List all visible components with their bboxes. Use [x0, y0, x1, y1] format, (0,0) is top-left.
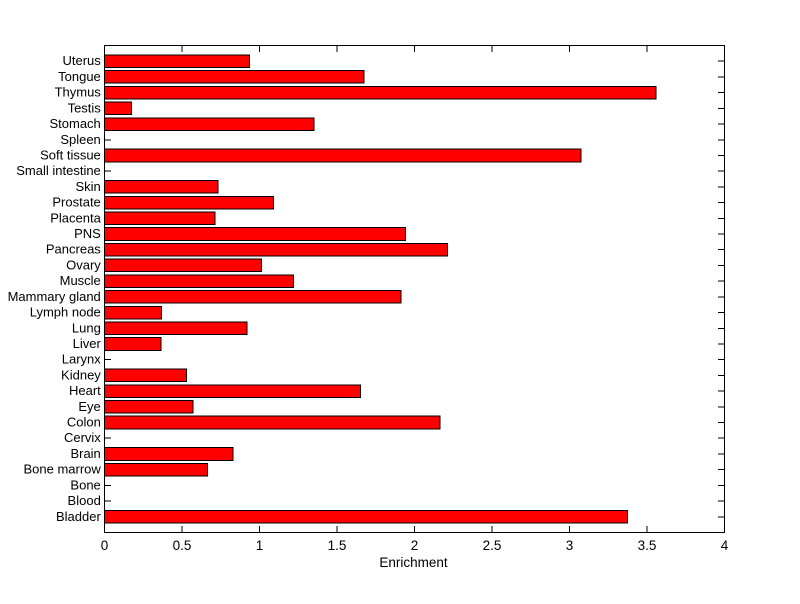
svg-text:Testis: Testis [68, 100, 102, 115]
svg-text:Skin: Skin [76, 179, 101, 194]
svg-text:1: 1 [256, 538, 264, 553]
svg-text:Soft tissue: Soft tissue [40, 147, 101, 162]
svg-text:Muscle: Muscle [60, 273, 101, 288]
svg-text:0: 0 [101, 538, 109, 553]
svg-text:Larynx: Larynx [62, 352, 102, 367]
svg-text:Prostate: Prostate [52, 195, 100, 210]
svg-text:3.5: 3.5 [638, 538, 657, 553]
svg-text:2: 2 [411, 538, 419, 553]
svg-text:Enrichment: Enrichment [379, 555, 448, 570]
svg-text:Pancreas: Pancreas [46, 242, 101, 257]
svg-text:Small intestine: Small intestine [16, 163, 101, 178]
svg-text:Colon: Colon [67, 415, 101, 430]
svg-text:Kidney: Kidney [61, 367, 101, 382]
svg-text:2.5: 2.5 [483, 538, 502, 553]
svg-text:Stomach: Stomach [49, 116, 100, 131]
svg-text:0.5: 0.5 [173, 538, 192, 553]
svg-text:Blood: Blood [68, 493, 101, 508]
svg-text:Cervix: Cervix [64, 430, 101, 445]
svg-text:Bladder: Bladder [56, 509, 101, 524]
svg-text:Placenta: Placenta [50, 210, 101, 225]
svg-text:Brain: Brain [70, 446, 100, 461]
svg-text:PNS: PNS [74, 226, 101, 241]
svg-text:1.5: 1.5 [328, 538, 347, 553]
svg-text:Uterus: Uterus [63, 53, 102, 68]
svg-text:3: 3 [566, 538, 574, 553]
svg-text:Liver: Liver [73, 336, 102, 351]
svg-text:Eye: Eye [78, 399, 100, 414]
svg-text:Tongue: Tongue [58, 69, 101, 84]
svg-text:Bone: Bone [70, 477, 100, 492]
svg-text:Thymus: Thymus [55, 85, 102, 100]
svg-text:Mammary gland: Mammary gland [8, 289, 101, 304]
svg-text:Bone marrow: Bone marrow [23, 462, 101, 477]
svg-text:4: 4 [721, 538, 729, 553]
svg-text:Lung: Lung [72, 320, 101, 335]
svg-text:Heart: Heart [69, 383, 101, 398]
svg-text:Spleen: Spleen [60, 132, 100, 147]
svg-text:Ovary: Ovary [66, 257, 101, 272]
svg-text:Lymph node: Lymph node [30, 305, 101, 320]
